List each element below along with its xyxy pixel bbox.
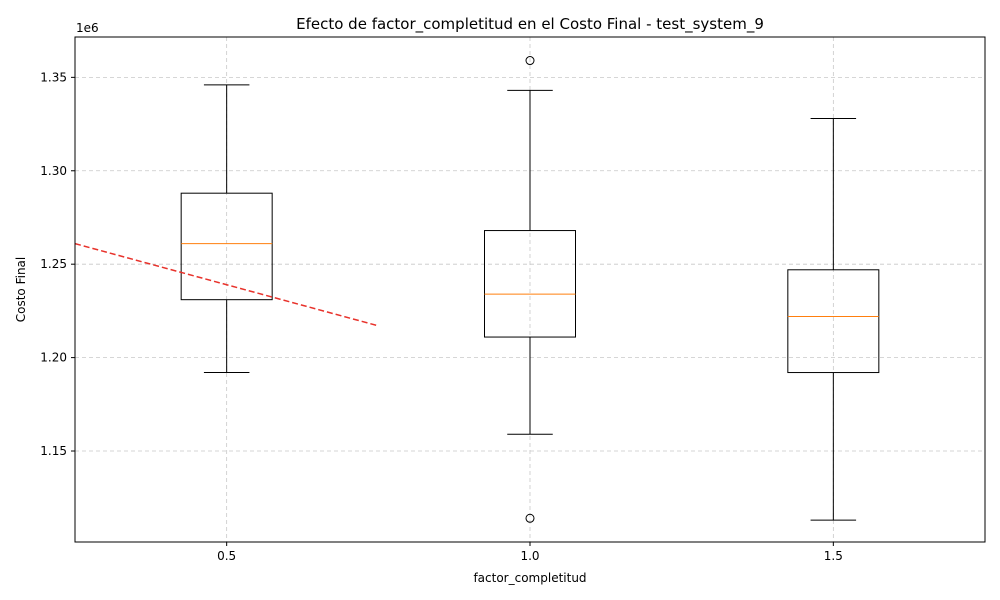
box-plots <box>180 56 880 523</box>
x-tick-label: 1.5 <box>824 549 843 563</box>
x-tick-label: 1.0 <box>520 549 539 563</box>
y-offset-label: 1e6 <box>76 21 99 35</box>
y-tick-label: 1.35 <box>40 70 67 84</box>
box-iqr <box>787 269 880 374</box>
chart-title: Efecto de factor_completitud en el Costo… <box>296 15 764 34</box>
y-tick-label: 1.30 <box>40 164 67 178</box>
x-tick-label: 0.5 <box>217 549 236 563</box>
outlier-point <box>525 513 535 523</box>
x-axis-label: factor_completitud <box>473 571 586 585</box>
y-tick-label: 1.20 <box>40 351 67 365</box>
y-tick-label: 1.15 <box>40 444 67 458</box>
box-iqr <box>484 230 576 338</box>
trend-line-group <box>74 242 379 327</box>
box-iqr <box>180 192 273 301</box>
y-axis-label: Costo Final <box>14 257 28 323</box>
x-axis-ticks: 0.5 1.0 1.5 <box>217 542 843 563</box>
outlier-point <box>525 56 535 66</box>
y-tick-label: 1.25 <box>40 257 67 271</box>
y-axis-ticks: 1.15 1.20 1.25 1.30 1.35 <box>40 70 75 458</box>
trend-line <box>74 242 379 327</box>
